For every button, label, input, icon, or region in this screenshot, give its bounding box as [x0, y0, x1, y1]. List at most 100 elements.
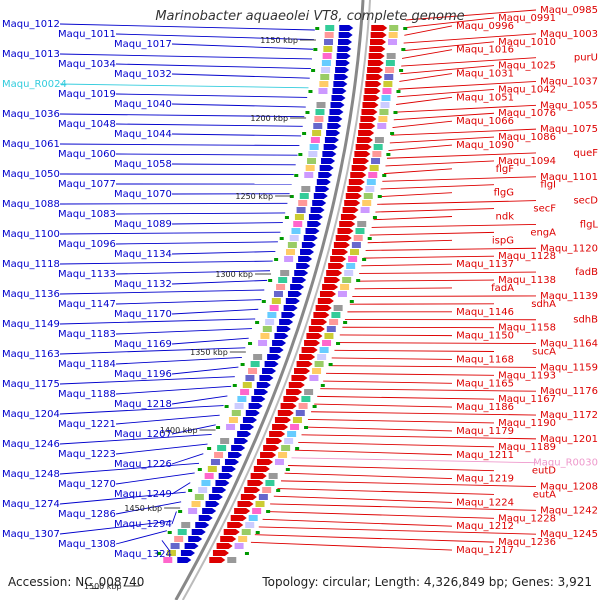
cog-color-box	[278, 277, 288, 283]
left-label-connector	[171, 251, 276, 255]
right-gene-label: Maqu_1090	[456, 140, 514, 151]
right-label-connector	[337, 342, 537, 345]
right-gene-label: Maqu_1219	[456, 474, 514, 485]
right-gene-label: fadB	[575, 267, 598, 278]
gene-tick-mark	[312, 405, 317, 408]
left-label-connector	[59, 202, 288, 205]
cog-color-box	[292, 417, 302, 423]
cog-color-box	[220, 438, 230, 444]
left-gene-label: Maqu_1048	[58, 119, 116, 130]
right-strand-gene-arrow	[350, 172, 367, 178]
cog-color-box	[366, 179, 376, 185]
left-gene-label: Maqu_1061	[2, 139, 60, 150]
cog-color-box	[191, 501, 201, 507]
cog-color-box	[228, 417, 238, 423]
cog-color-box	[198, 487, 208, 493]
cog-color-box	[324, 39, 334, 45]
left-strand-gene-arrow	[198, 515, 213, 521]
left-label-connector	[115, 123, 303, 127]
right-label-connector	[298, 442, 495, 448]
cog-color-box	[321, 60, 331, 66]
cog-color-box	[369, 165, 379, 171]
cog-color-box	[389, 25, 399, 31]
left-strand-gene-arrow	[338, 32, 353, 38]
left-gene-label: Maqu_1183	[58, 329, 116, 340]
right-gene-label: Maqu_1051	[456, 92, 514, 103]
cog-color-box	[255, 347, 265, 353]
right-label-connector	[404, 25, 453, 36]
left-label-connector	[115, 530, 167, 545]
scale-tick-label: 1350 kbp	[190, 348, 228, 357]
left-strand-gene-arrow	[290, 284, 305, 290]
left-strand-gene-arrow	[212, 487, 227, 493]
right-label-connector	[250, 541, 453, 551]
left-strand-gene-arrow	[234, 438, 249, 444]
right-gene-label: Maqu_1031	[456, 69, 514, 80]
left-gene-label: Maqu_1184	[58, 359, 116, 370]
gene-tick-mark	[276, 489, 281, 492]
gene-tick-mark	[367, 237, 372, 240]
cog-color-box	[287, 431, 297, 437]
cog-color-box	[298, 200, 308, 206]
right-gene-label: Maqu_1242	[540, 505, 598, 516]
cog-color-box	[252, 508, 262, 514]
right-label-connector	[307, 418, 495, 424]
right-gene-label: Maqu_1037	[540, 76, 598, 87]
right-strand-gene-arrow	[365, 81, 382, 87]
left-strand-gene-arrow	[242, 417, 257, 423]
right-gene-label: Maqu_1010	[498, 37, 556, 48]
left-label-connector	[59, 462, 200, 475]
right-strand-gene-arrow	[253, 466, 270, 472]
left-strand-gene-arrow	[315, 186, 330, 192]
cog-color-box	[310, 137, 320, 143]
left-strand-gene-arrow	[218, 473, 233, 479]
left-label-connector	[115, 328, 252, 335]
right-gene-label: ispG	[492, 235, 514, 246]
gene-tick-mark	[284, 216, 289, 219]
gene-labels: Maqu_1012Maqu_1011Maqu_1017Maqu_1013Maqu…	[2, 5, 598, 560]
cog-color-box	[377, 123, 387, 129]
backbone-inner-line	[174, 0, 365, 600]
cog-color-box	[322, 53, 332, 59]
cog-color-box	[262, 326, 272, 332]
gene-tick-mark	[255, 531, 260, 534]
left-strand-gene-arrow	[276, 326, 291, 332]
left-gene-label: Maqu_1096	[58, 239, 116, 250]
right-gene-label: eutA	[533, 489, 556, 500]
right-strand-gene-arrow	[234, 508, 251, 514]
right-gene-label: sdhB	[573, 315, 598, 326]
map-title: Marinobacter aquaeolei VT8, complete gen…	[155, 9, 465, 24]
right-strand-gene-arrow	[240, 494, 257, 500]
right-label-connector	[403, 33, 537, 44]
left-strand-gene-arrow	[188, 536, 203, 542]
genome-summary-text: Topology: circular; Length: 4,326,849 bp…	[262, 575, 592, 589]
cog-color-box	[250, 361, 260, 367]
left-gene-label: Maqu_1218	[114, 399, 172, 410]
cog-color-box	[368, 172, 378, 178]
cog-color-box	[241, 529, 251, 535]
cog-color-box	[282, 263, 292, 269]
cog-color-box	[348, 256, 358, 262]
scale-ticks: 1150 kbp 1200 kbp 1250 kbp 1300 kbp 1350 kbp…	[84, 36, 316, 591]
right-label-connector	[373, 216, 453, 221]
right-gene-label: secD	[573, 196, 598, 207]
right-strand-gene-arrow	[296, 361, 313, 367]
right-gene-label: Maqu_1158	[498, 323, 556, 334]
right-gene-label: Maqu_1168	[456, 354, 514, 365]
cog-color-box	[278, 452, 288, 458]
right-label-connector	[314, 403, 453, 408]
gene-tick-mark	[393, 111, 398, 114]
right-label-connector	[361, 263, 453, 267]
left-gene-label: Maqu_1196	[114, 369, 172, 380]
right-strand-gene-arrow	[351, 165, 368, 171]
left-label-connector	[171, 424, 216, 435]
left-gene-label: Maqu_1294	[114, 519, 172, 530]
cog-color-box	[351, 242, 361, 248]
left-strand-gene-arrow	[177, 557, 192, 563]
right-label-connector	[369, 231, 495, 236]
left-strand-gene-arrow	[327, 123, 342, 129]
left-gene-label: Maqu_1307	[2, 529, 60, 540]
left-strand-gene-arrow	[267, 354, 282, 360]
right-label-connector	[277, 488, 495, 495]
cog-color-box	[298, 403, 308, 409]
